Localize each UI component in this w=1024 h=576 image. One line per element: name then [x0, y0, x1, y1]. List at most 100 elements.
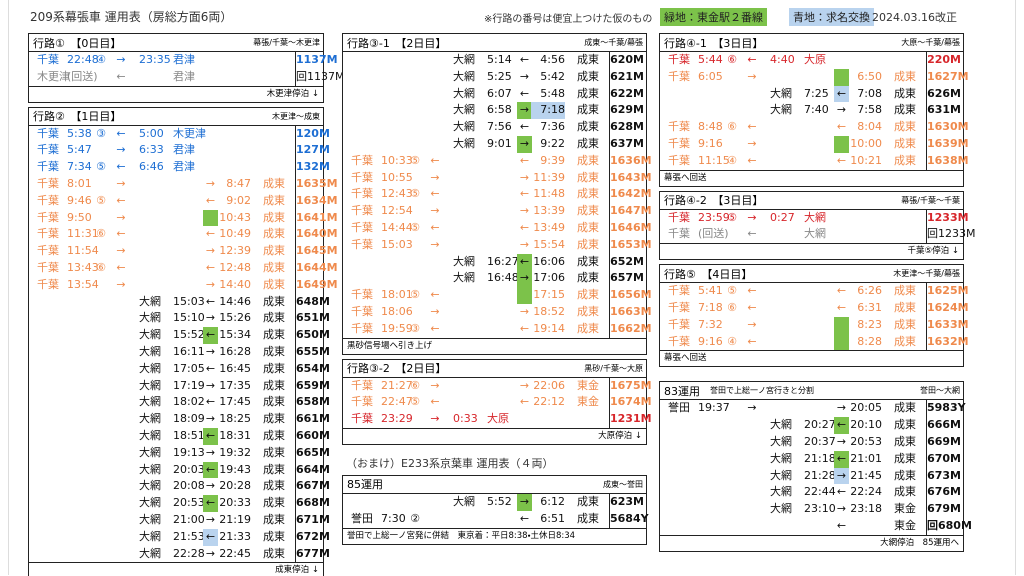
cell: 成東 [263, 176, 285, 190]
schedule-row: 千葉 5:38 ③ ← 5:00 木更津 120M [29, 125, 330, 143]
schedule-row: 千葉 (回送) ← 大網 回1233M [660, 226, 976, 244]
cell: 21:01 [850, 451, 882, 465]
train-number: 667M [295, 478, 330, 496]
train-number: 132M [295, 159, 330, 176]
block-wrap: 行路④-1 【3日目】 大原〜千葉/幕張 千葉 5:44 ⑥ ← 4:40 大原 220M 千葉 6… [659, 33, 969, 187]
cell: ← [517, 253, 532, 271]
block-caption: （おまけ）E233系京葉車 運用表（４両） [346, 456, 554, 470]
cell: 成東 [577, 53, 599, 66]
cell: 大網 [139, 445, 161, 459]
cell: 成東 [894, 451, 916, 465]
cell: 22:12 [533, 395, 565, 409]
cell: ← [836, 284, 847, 298]
cell: 成東 [263, 479, 285, 493]
cell: 成東 [577, 170, 599, 184]
cell: 成東 [263, 512, 285, 526]
cell: ⑥ [727, 53, 737, 66]
cell: 大網 [453, 69, 475, 83]
cell: 千葉 [351, 237, 373, 251]
cell: ← [116, 160, 126, 174]
cell: 千葉 [668, 300, 690, 314]
cell: 大原 [487, 412, 509, 426]
cell: → [747, 210, 757, 224]
block: 行路③-1 【2日目】 成東〜千葉/幕張 大網 5:14 ← 4:56 成東 620M 大網 5:… [342, 33, 652, 355]
block: 行路③-2 【2日目】 黒砂/千葉〜大原 千葉 21:27 ⑥ → → 22:06 東金 1675… [342, 358, 652, 445]
block: 行路④-2 【3日目】 幕張/千葉〜千葉 千葉 23:59 ⑤ → 0:27 大網 1233M 千… [659, 190, 976, 261]
cell: 大網 [453, 120, 475, 134]
cell: ← [836, 518, 847, 532]
cell: 12:43 [381, 187, 413, 201]
cell: 5:25 [487, 69, 512, 83]
train-number: 661M [295, 411, 330, 428]
cell: 大網 [139, 496, 161, 510]
cell: 13:43 [67, 260, 99, 274]
cell: 15:03 [381, 237, 413, 251]
cell: → [836, 103, 847, 117]
cell: ← [519, 395, 530, 409]
cell: 9:01 [487, 136, 512, 150]
cell: ← [747, 227, 757, 241]
block-title: 行路③-1 【2日目】 [347, 36, 447, 50]
cell: 5:48 [540, 86, 565, 100]
block-header: 83運用 誉田で上総一ノ宮行きと分割 誉田〜大網 [660, 382, 963, 401]
cell: 成東 [577, 136, 599, 150]
cell: 成東 [263, 412, 285, 426]
cell: 千葉 [37, 277, 59, 291]
cell: ← [205, 361, 216, 375]
cell: ← [836, 153, 847, 167]
cell: 23:18 [850, 502, 882, 516]
cell: 17:19 [173, 378, 205, 392]
train-number: 671M [295, 511, 330, 529]
cell: 13:39 [533, 204, 565, 218]
schedule-row: 大網 23:10 → 23:18 東金 679M [660, 501, 963, 518]
block-footer: 幕張へ回送 [660, 350, 963, 366]
train-number: 659M [295, 377, 330, 395]
cell: 23:10 [804, 502, 836, 516]
block-header: 行路② 【1日目】 木更津〜成東 [29, 108, 323, 126]
train-number: 657M [609, 270, 646, 288]
cell: 18:06 [381, 304, 413, 318]
cell: 東金 [894, 502, 916, 516]
block-header: 行路③-2 【2日目】 黒砂/千葉〜大原 [343, 360, 646, 378]
cell: → [747, 317, 757, 331]
cell: 大網 [453, 271, 475, 285]
cell: → [834, 467, 849, 485]
train-number: 1624M [926, 299, 969, 317]
train-number: 1647M [609, 203, 652, 220]
cell: 7:58 [857, 103, 882, 117]
cell: 成東 [263, 496, 285, 510]
train-number: 1644M [295, 259, 338, 277]
cell: ← [836, 120, 847, 134]
train-number: 669M [926, 433, 963, 451]
cell: 18:25 [219, 412, 251, 426]
cell: ← [205, 193, 216, 207]
cell: 21:27 [381, 378, 413, 392]
cell: 20:28 [219, 479, 251, 493]
train-number: 回1137M [295, 68, 345, 86]
block-header: 行路① 【0日目】 幕張/千葉〜木更津 [29, 34, 323, 52]
cell: 4:40 [770, 53, 795, 66]
schedule-row: 大網 21:18 ← 21:01 成東 670M [660, 450, 963, 468]
train-number: 670M [926, 450, 963, 468]
block-wrap: 83運用 誉田で上総一ノ宮行きと分割 誉田〜大網 誉田 19:37 → → 20:05 成東 59… [659, 381, 972, 552]
cell: 5:47 [67, 143, 92, 157]
cell: ③ [410, 321, 420, 335]
cell: 15:10 [173, 311, 205, 325]
cell: 成東 [577, 103, 599, 117]
cell: → [205, 277, 216, 291]
cell: 成東 [263, 311, 285, 325]
cell: 千葉 [37, 53, 59, 66]
cell: 成東 [894, 136, 916, 150]
train-number: 1627M [926, 68, 969, 86]
cell: 東金 [577, 395, 599, 409]
cell: 22:24 [850, 485, 882, 499]
cell: 19:43 [219, 462, 251, 476]
cell: 成東 [894, 468, 916, 482]
cell: → [205, 546, 216, 560]
schedule-row: 大網 21:53 ← 21:33 成東 672M [29, 528, 330, 546]
train-number: 1646M [609, 219, 652, 237]
cell: → [205, 311, 216, 325]
schedule-row: 千葉 12:43 ⑤ ← ← 11:48 成東 1642M [343, 186, 652, 204]
cell: 8:47 [226, 176, 251, 190]
train-number: 660M [295, 427, 330, 445]
